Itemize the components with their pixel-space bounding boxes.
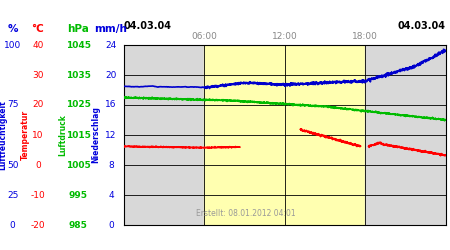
Text: 0: 0 <box>10 220 15 230</box>
Text: 25: 25 <box>7 190 18 200</box>
Text: 30: 30 <box>32 70 44 80</box>
Text: -10: -10 <box>31 190 45 200</box>
Text: Erstellt: 08.01.2012 04:01: Erstellt: 08.01.2012 04:01 <box>196 209 296 218</box>
Text: °C: °C <box>32 24 44 34</box>
Text: 10: 10 <box>32 130 44 140</box>
Bar <box>124 45 204 225</box>
Text: Luftfeuchtigkeit: Luftfeuchtigkeit <box>0 100 7 170</box>
Text: 06:00: 06:00 <box>191 32 217 40</box>
Text: 995: 995 <box>68 190 88 200</box>
Text: 1015: 1015 <box>66 130 90 140</box>
Text: Luftdruck: Luftdruck <box>58 114 68 156</box>
Text: hPa: hPa <box>67 24 89 34</box>
Text: 20: 20 <box>105 70 117 80</box>
Text: 12:00: 12:00 <box>272 32 297 40</box>
Text: 16: 16 <box>105 100 117 110</box>
Text: 1035: 1035 <box>66 70 90 80</box>
Text: 0: 0 <box>108 220 114 230</box>
Text: 18:00: 18:00 <box>352 32 378 40</box>
Text: 1025: 1025 <box>66 100 90 110</box>
Text: Temperatur: Temperatur <box>21 110 30 160</box>
Text: mm/h: mm/h <box>94 24 127 34</box>
Text: 12: 12 <box>105 130 117 140</box>
Text: 50: 50 <box>7 160 18 170</box>
Text: -20: -20 <box>31 220 45 230</box>
Text: 20: 20 <box>32 100 44 110</box>
Text: 4: 4 <box>108 190 114 200</box>
Text: 24: 24 <box>105 40 117 50</box>
Text: Niederschlag: Niederschlag <box>91 106 100 164</box>
Text: 1005: 1005 <box>66 160 90 170</box>
Text: 40: 40 <box>32 40 44 50</box>
Text: 100: 100 <box>4 40 21 50</box>
Text: 1045: 1045 <box>66 40 90 50</box>
Bar <box>204 45 365 225</box>
Bar <box>365 45 446 225</box>
Text: 8: 8 <box>108 160 114 170</box>
Text: 04.03.04: 04.03.04 <box>124 20 172 30</box>
Text: 04.03.04: 04.03.04 <box>397 20 446 30</box>
Text: 75: 75 <box>7 100 18 110</box>
Text: 985: 985 <box>69 220 88 230</box>
Text: %: % <box>7 24 18 34</box>
Text: 0: 0 <box>35 160 40 170</box>
